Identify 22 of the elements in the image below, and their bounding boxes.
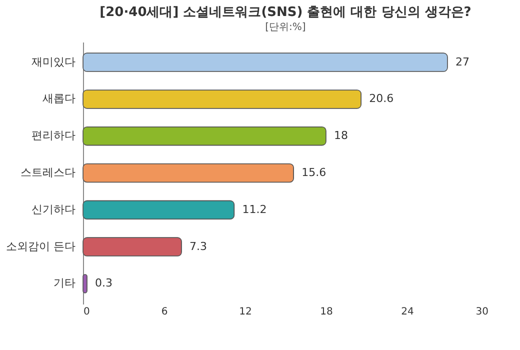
y-tick-label: 신기하다: [32, 202, 76, 216]
data-label: 27: [456, 55, 470, 68]
data-label: 20.6: [369, 92, 394, 106]
y-tick-label: 기타: [54, 276, 76, 290]
y-tick-label: 새롭다: [42, 92, 76, 106]
data-label: 11.2: [242, 202, 267, 216]
x-tick-label: 12: [239, 306, 252, 318]
y-tick-label: 재미있다: [32, 55, 76, 68]
chart-title: [20·40세대] 소셜네트워크(SNS) 출현에 대한 당신의 생각은?: [100, 5, 472, 20]
x-tick-label: 30: [476, 306, 488, 318]
x-tick-label: 18: [320, 306, 333, 318]
data-label: 18: [334, 129, 348, 142]
data-label: 15.6: [302, 166, 326, 179]
y-tick-label: 소외감이 든다: [6, 240, 76, 253]
x-tick-label: 24: [401, 306, 414, 318]
x-tick-label: 6: [161, 306, 168, 318]
y-tick-label: 편리하다: [32, 129, 76, 142]
data-label: 7.3: [190, 240, 208, 253]
x-tick-label: 0: [84, 306, 90, 318]
chart-subtitle: [단위:%]: [265, 22, 306, 33]
y-tick-label: 스트레스다: [20, 166, 76, 179]
data-label: 0.3: [95, 276, 113, 290]
